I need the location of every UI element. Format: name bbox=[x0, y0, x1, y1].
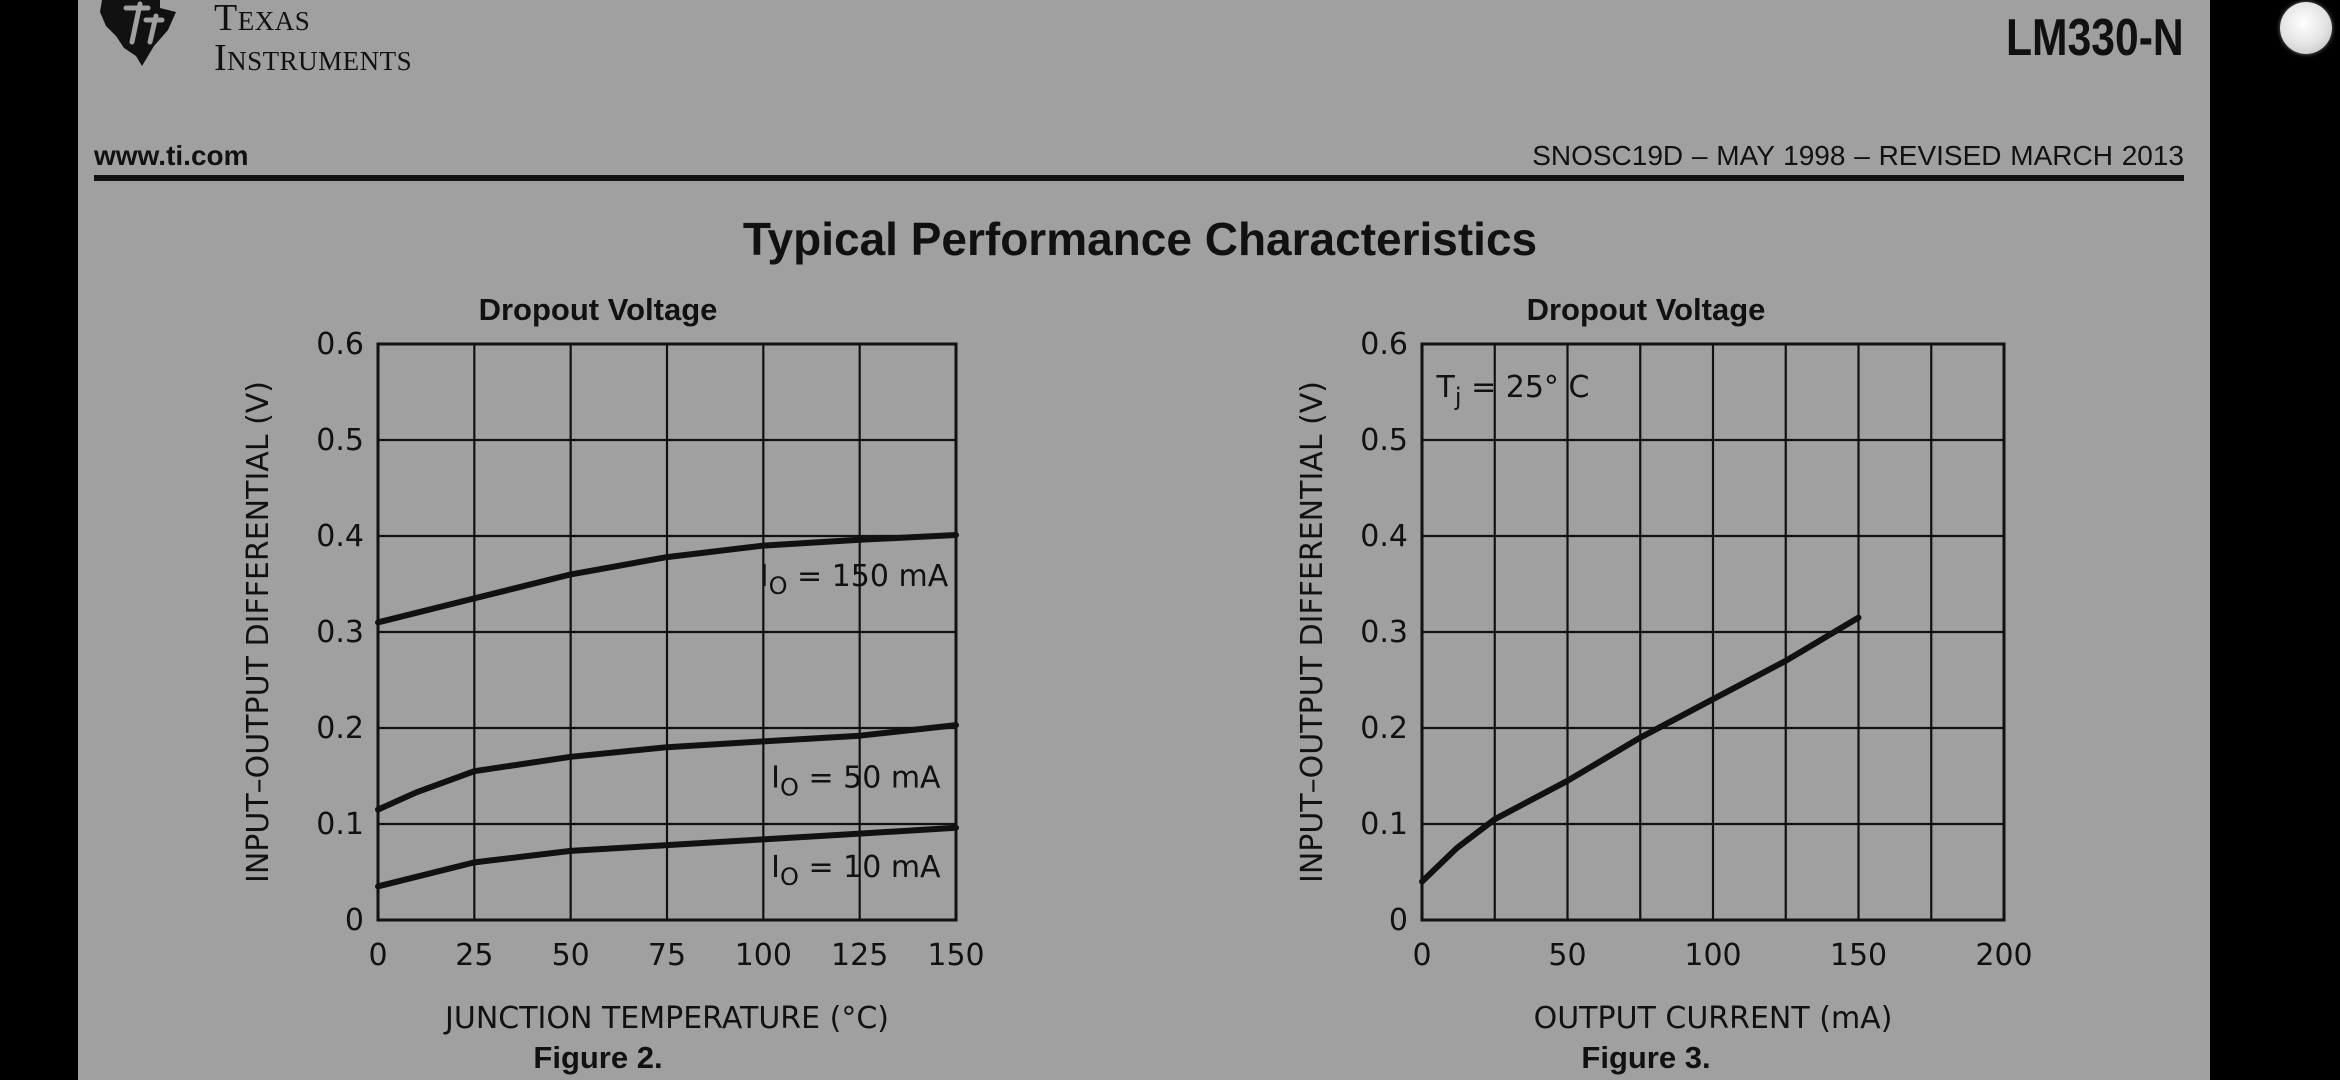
y-tick-label: 0.3 bbox=[1360, 615, 1408, 650]
y-tick-label: 0.2 bbox=[1360, 711, 1408, 746]
series-label: IO = 50 mA bbox=[771, 761, 941, 802]
y-tick-label: 0.1 bbox=[1360, 807, 1408, 842]
x-tick-label: 125 bbox=[831, 938, 888, 973]
y-tick-label: 0.2 bbox=[316, 711, 364, 746]
texas-state-logo-icon bbox=[100, 0, 176, 66]
y-tick-label: 0.6 bbox=[1360, 327, 1408, 362]
chart-plot: 0 50 100 150 200 0 0.1 0.2 0.3 0.4 0.5 0.6 OUTPUT CU… bbox=[1295, 327, 2033, 1036]
y-tick-label: 0 bbox=[345, 903, 364, 938]
chart-plot: 0 25 50 75 100 125 150 0 0.1 0.2 0.3 0.4 0.5 0.6 JUNCT… bbox=[241, 327, 985, 1036]
x-tick-label: 50 bbox=[552, 938, 590, 973]
plot-frame bbox=[1420, 342, 2006, 922]
plot-frame bbox=[376, 342, 958, 922]
y-tick-label: 0.4 bbox=[316, 519, 364, 554]
header-divider bbox=[94, 175, 2184, 181]
floating-home-button[interactable] bbox=[2280, 2, 2332, 54]
y-tick-label: 0.1 bbox=[316, 807, 364, 842]
document-page: Texas Instruments LM330-N www.ti.com SNO… bbox=[78, 0, 2210, 1080]
chart-figure-2: Dropout Voltage 0 25 50 75 100 125 150 0 0.1 0.2 0… bbox=[198, 280, 998, 1080]
logo-word-2: Instruments bbox=[214, 37, 413, 79]
document-reference: SNOSC19D – MAY 1998 – REVISED MARCH 2013 bbox=[1532, 140, 2184, 171]
website-link[interactable]: www.ti.com bbox=[94, 140, 249, 171]
x-tick-label: 0 bbox=[1412, 938, 1431, 973]
x-tick-label: 150 bbox=[1830, 938, 1887, 973]
series-line bbox=[375, 532, 959, 626]
y-axis-label: INPUT–OUTPUT DIFFERENTIAL (V) bbox=[1295, 381, 1330, 883]
x-tick-label: 150 bbox=[927, 938, 984, 973]
y-tick-label: 0.5 bbox=[1360, 423, 1408, 458]
x-tick-label: 200 bbox=[1975, 938, 2032, 973]
chart-title: Dropout Voltage bbox=[1526, 292, 1766, 327]
y-tick-label: 0.3 bbox=[316, 615, 364, 650]
x-tick-label: 75 bbox=[648, 938, 686, 973]
series-label: IO = 10 mA bbox=[771, 850, 941, 891]
series-label: IO = 150 mA bbox=[760, 559, 949, 600]
figure-caption: Figure 2. bbox=[533, 1040, 663, 1075]
y-axis-label: INPUT–OUTPUT DIFFERENTIAL (V) bbox=[241, 381, 276, 883]
y-tick-label: 0.4 bbox=[1360, 519, 1408, 554]
series-line bbox=[375, 824, 959, 890]
x-axis-label: OUTPUT CURRENT (mA) bbox=[1534, 1001, 1893, 1036]
part-number: LM330-N bbox=[2006, 9, 2184, 67]
x-tick-label: 0 bbox=[368, 938, 387, 973]
chart-figure-3: Dropout Voltage 0 50 100 150 200 0 0.1 0.2 0.3 0.… bbox=[1246, 280, 2046, 1080]
y-tick-label: 0 bbox=[1389, 903, 1408, 938]
logo-word-1: Texas bbox=[214, 0, 311, 39]
x-tick-label: 25 bbox=[455, 938, 493, 973]
y-tick-label: 0.5 bbox=[316, 423, 364, 458]
chart-title: Dropout Voltage bbox=[478, 292, 718, 327]
x-tick-label: 100 bbox=[1684, 938, 1741, 973]
logo-wordmark: Texas Instruments bbox=[214, 0, 412, 78]
section-title: Typical Performance Characteristics bbox=[742, 213, 1538, 265]
series-line bbox=[375, 722, 959, 813]
x-tick-label: 50 bbox=[1548, 938, 1586, 973]
series-line bbox=[1419, 614, 1862, 885]
ti-logo: Texas Instruments bbox=[96, 0, 556, 80]
y-tick-label: 0.6 bbox=[316, 327, 364, 362]
x-tick-label: 100 bbox=[735, 938, 792, 973]
chart-annotation: Tj = 25° C bbox=[1436, 370, 1590, 411]
x-axis-label: JUNCTION TEMPERATURE (°C) bbox=[443, 1001, 889, 1036]
figure-caption: Figure 3. bbox=[1581, 1040, 1711, 1075]
